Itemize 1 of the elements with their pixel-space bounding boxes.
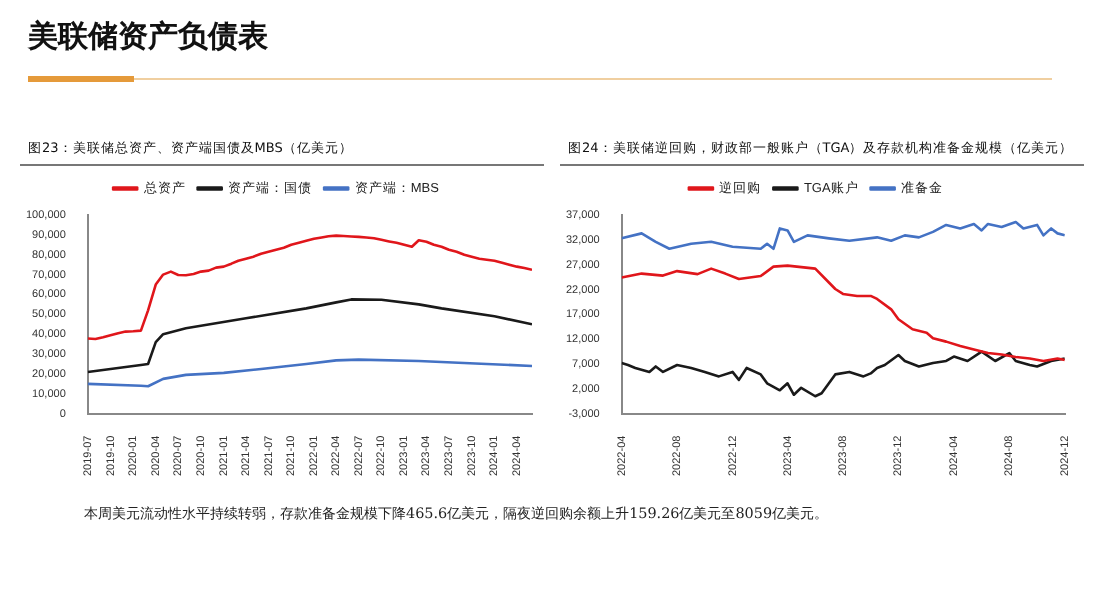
text: 美联储资产负债表 bbox=[28, 18, 268, 56]
